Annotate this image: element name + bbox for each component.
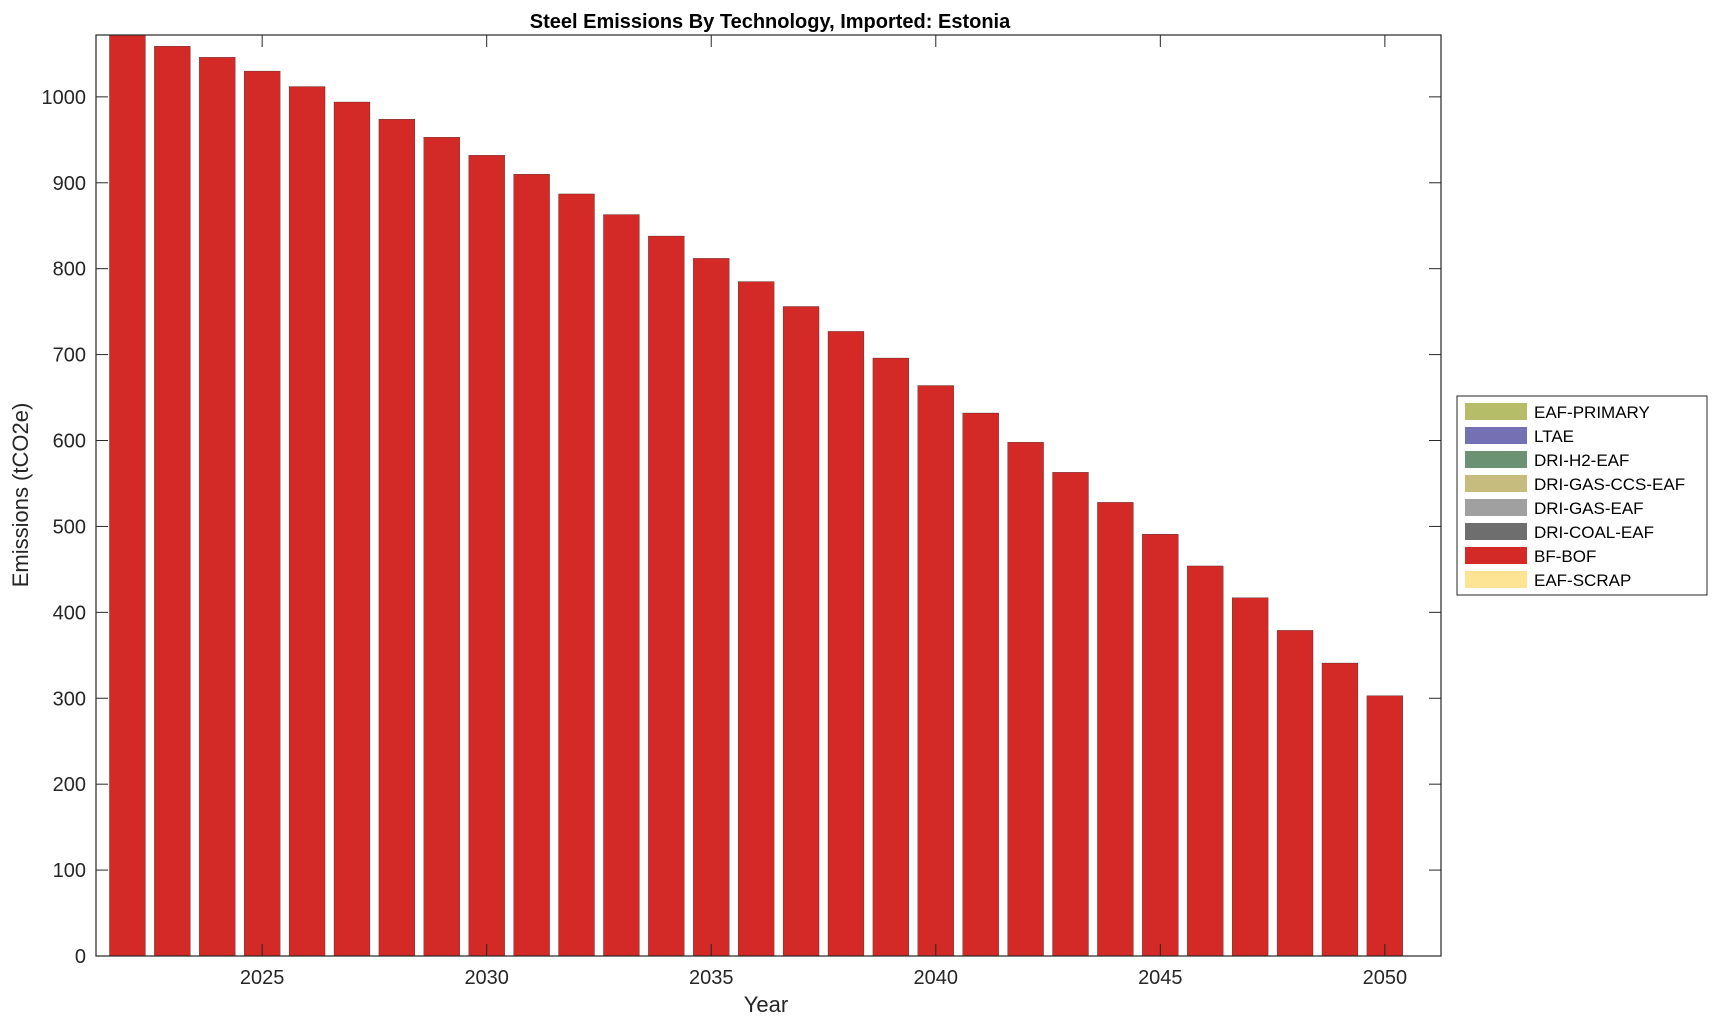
plot-frame [95,34,1442,957]
bar-bf-bof-2028 [378,119,416,957]
legend-label-dri-gas-ccs-eaf: DRI-GAS-CCS-EAF [1534,475,1685,494]
bar-bf-bof-2047 [1232,597,1269,957]
bar-bf-bof-2045 [1142,534,1179,957]
y-tick-label: 100 [53,860,86,882]
chart-title: Steel Emissions By Technology, Imported:… [530,11,1011,33]
bar-bf-bof-2022 [109,34,146,957]
bar-bf-bof-2038 [827,331,865,957]
bar-bf-bof-2031 [513,174,550,957]
legend: EAF-PRIMARY LTAE DRI-H2-EAF DRI-GAS-CCS-EAF… [1456,395,1708,596]
bar-bf-bof-2030 [468,155,505,957]
bar-bf-bof-2025 [244,70,281,957]
bar-bf-bof-2041 [962,412,999,957]
bar-bf-bof-2026 [288,86,326,957]
legend-items: EAF-PRIMARY LTAE DRI-H2-EAF DRI-GAS-CCS-EAF… [1465,403,1685,590]
legend-swatch-eaf-primary [1465,403,1527,420]
x-tick-label: 2040 [914,967,959,989]
legend-label-dri-h2-eaf: DRI-H2-EAF [1534,451,1629,470]
legend-swatch-dri-coal-eaf [1465,523,1527,540]
legend-label-dri-coal-eaf: DRI-COAL-EAF [1534,523,1654,542]
bar-bf-bof-2037 [782,306,820,957]
legend-label-eaf-primary: EAF-PRIMARY [1534,403,1650,422]
legend-swatch-bf-bof [1465,547,1527,564]
bar-bf-bof-2036 [738,281,775,957]
bar-bf-bof-2040 [917,385,954,957]
bar-bf-bof-2027 [333,101,371,957]
bar-bf-bof-2049 [1321,662,1359,957]
legend-label-eaf-scrap: EAF-SCRAP [1534,571,1631,590]
bar-bf-bof-2035 [693,258,730,957]
y-tick-label: 700 [53,345,86,367]
legend-swatch-ltae [1465,427,1527,444]
y-axis-label: Emissions (tCO2e) [8,403,33,588]
bar-bf-bof-2048 [1276,630,1314,957]
x-axis-label: Year [744,992,788,1017]
legend-swatch-eaf-scrap [1465,571,1527,588]
y-tick-label: 400 [53,602,86,624]
bar-bf-bof-2024 [199,57,236,957]
bar-bf-bof-2023 [154,46,191,957]
bar-bf-bof-2033 [603,214,640,957]
bar-bf-bof-2043 [1052,472,1089,957]
x-tick-label: 2035 [689,967,734,989]
y-tick-label: 1000 [42,87,87,109]
x-tick-label: 2025 [240,967,285,989]
bar-bf-bof-2044 [1097,502,1134,957]
legend-swatch-dri-h2-eaf [1465,451,1527,468]
bar-bf-bof-2029 [423,137,460,957]
bar-bf-bof-2042 [1007,442,1044,957]
bar-bf-bof-2034 [648,235,685,957]
y-tick-label: 0 [75,946,86,968]
y-tick-label: 600 [53,431,86,453]
y-tick-label: 300 [53,688,86,710]
y-tick-label: 800 [53,259,86,281]
y-tick-label: 900 [53,173,86,195]
bars-layer [109,34,1403,957]
bar-bf-bof-2050 [1366,695,1403,957]
legend-label-ltae: LTAE [1534,427,1574,446]
legend-swatch-dri-gas-eaf [1465,499,1527,516]
legend-label-dri-gas-eaf: DRI-GAS-EAF [1534,499,1644,518]
y-tick-label: 500 [53,516,86,538]
legend-label-bf-bof: BF-BOF [1534,547,1596,566]
bar-bf-bof-2039 [872,357,909,957]
legend-swatch-dri-gas-ccs-eaf [1465,475,1527,492]
bar-bf-bof-2046 [1187,565,1224,957]
x-tick-label: 2045 [1138,967,1183,989]
y-tick-label: 200 [53,774,86,796]
x-tick-label: 2050 [1363,967,1408,989]
x-tick-label: 2030 [464,967,509,989]
bar-bf-bof-2032 [558,193,595,957]
ticks-layer: 2025 2030 2035 2040 2045 2050 0 100 200 300 400 500… [42,35,1441,989]
